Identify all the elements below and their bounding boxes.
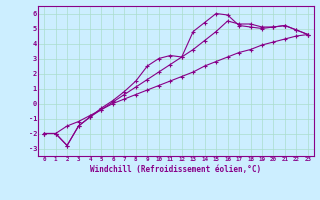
X-axis label: Windchill (Refroidissement éolien,°C): Windchill (Refroidissement éolien,°C) <box>91 165 261 174</box>
